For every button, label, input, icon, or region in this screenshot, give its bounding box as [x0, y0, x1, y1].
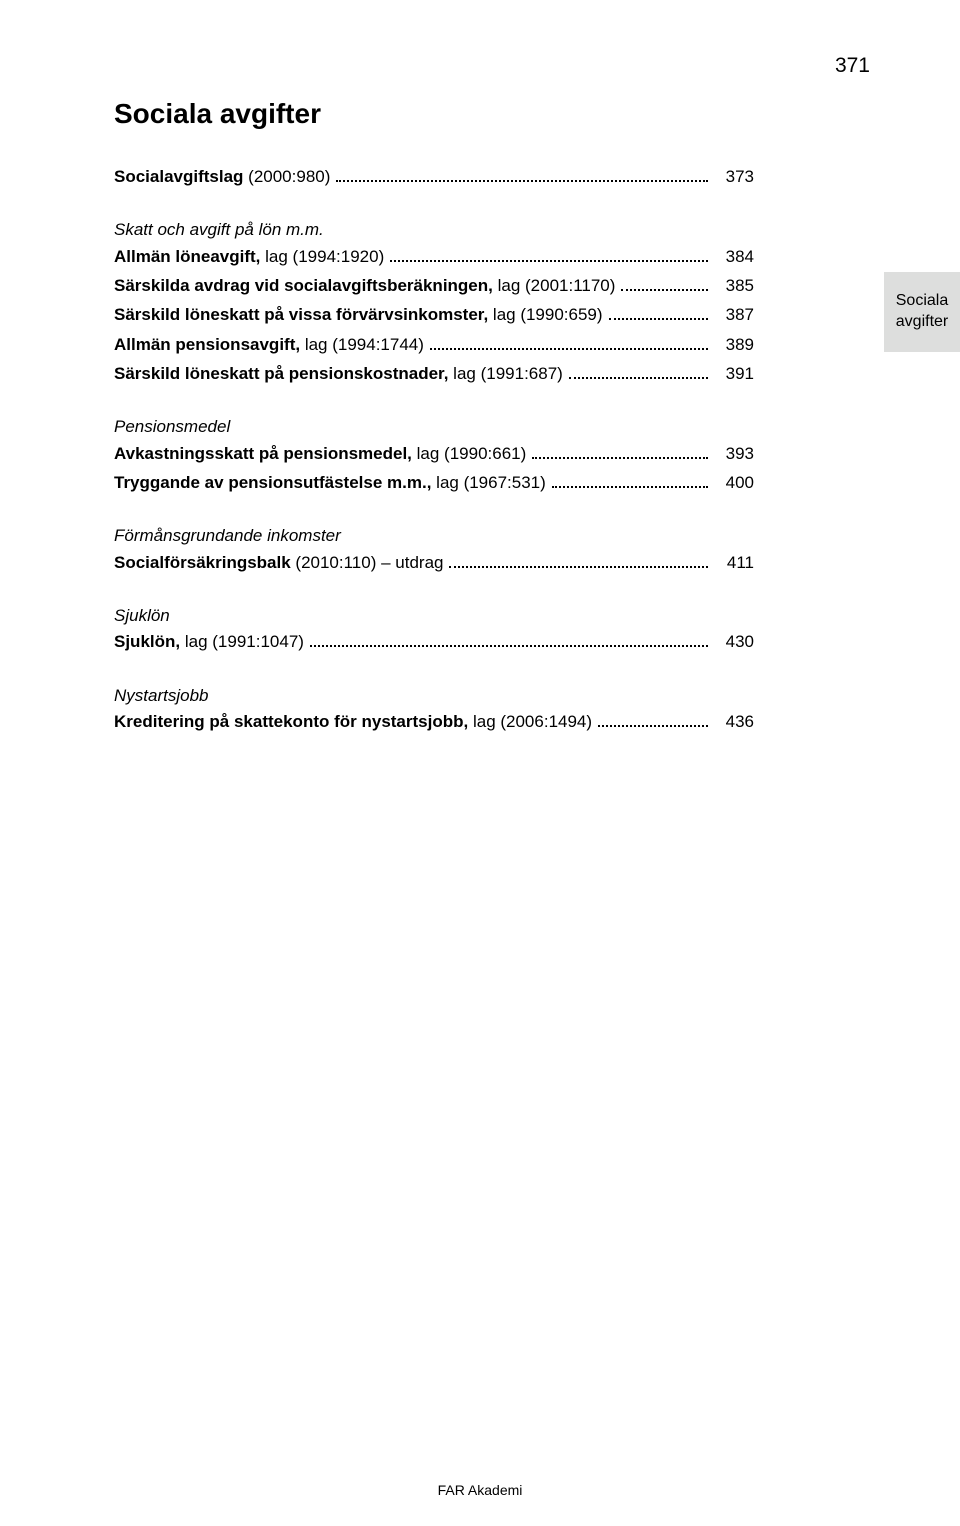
toc-group-heading: Sjuklön — [114, 603, 754, 629]
toc-page-number: 411 — [714, 550, 754, 576]
toc-page-number: 393 — [714, 441, 754, 467]
toc-row: Allmän löneavgift, lag (1994:1920) 384 — [114, 244, 754, 270]
toc-row: Kreditering på skattekonto för nystartsj… — [114, 709, 754, 735]
toc-row: Särskild löneskatt på pensionskostnader,… — [114, 361, 754, 387]
toc-label: Särskild löneskatt på pensionskostnader,… — [114, 361, 563, 387]
side-tab-line: avgifter — [896, 312, 948, 333]
toc-row: Allmän pensionsavgift, lag (1994:1744) 38… — [114, 332, 754, 358]
side-tab: Sociala avgifter — [884, 272, 960, 352]
toc-leader — [569, 369, 708, 379]
toc-row: Tryggande av pensionsutfästelse m.m., la… — [114, 470, 754, 496]
toc-leader — [598, 717, 708, 727]
toc-page-number: 387 — [714, 302, 754, 328]
side-tab-line: Sociala — [896, 291, 948, 312]
toc-leader — [621, 281, 708, 291]
toc-page-number: 400 — [714, 470, 754, 496]
toc-group-heading: Skatt och avgift på lön m.m. — [114, 217, 754, 243]
toc-row: Socialavgiftslag (2000:980) 373 — [114, 164, 754, 190]
section-title: Sociala avgifter — [114, 98, 870, 130]
toc-row: Avkastningsskatt på pensionsmedel, lag (… — [114, 441, 754, 467]
toc-leader — [390, 252, 708, 262]
footer-publisher: FAR Akademi — [0, 1482, 960, 1498]
toc-label: Socialavgiftslag (2000:980) — [114, 164, 330, 190]
toc-row: Särskilda avdrag vid socialavgiftsberäkn… — [114, 273, 754, 299]
toc-label: Allmän löneavgift, lag (1994:1920) — [114, 244, 384, 270]
toc-page-number: 373 — [714, 164, 754, 190]
toc-label: Allmän pensionsavgift, lag (1994:1744) — [114, 332, 424, 358]
toc-page-number: 389 — [714, 332, 754, 358]
toc-row: Särskild löneskatt på vissa förvärvsinko… — [114, 302, 754, 328]
toc-label: Socialförsäkringsbalk (2010:110) – utdra… — [114, 550, 443, 576]
toc-row: Sjuklön, lag (1991:1047) 430 — [114, 629, 754, 655]
toc-leader — [310, 637, 708, 647]
toc-leader — [609, 310, 708, 320]
toc-leader — [532, 449, 708, 459]
page: 371 Sociala avgifter Socialavgiftslag (2… — [0, 0, 960, 1526]
toc-leader — [552, 478, 708, 488]
toc-label: Tryggande av pensionsutfästelse m.m., la… — [114, 470, 546, 496]
table-of-contents: Socialavgiftslag (2000:980) 373 Skatt och … — [114, 164, 754, 736]
toc-leader — [336, 172, 708, 182]
toc-group-heading: Pensionsmedel — [114, 414, 754, 440]
toc-leader — [449, 558, 708, 568]
toc-label: Kreditering på skattekonto för nystartsj… — [114, 709, 592, 735]
toc-label: Avkastningsskatt på pensionsmedel, lag (… — [114, 441, 526, 467]
toc-page-number: 391 — [714, 361, 754, 387]
toc-page-number: 430 — [714, 629, 754, 655]
toc-label: Särskilda avdrag vid socialavgiftsberäkn… — [114, 273, 615, 299]
toc-page-number: 384 — [714, 244, 754, 270]
page-number: 371 — [835, 54, 870, 78]
toc-group-heading: Förmånsgrundande inkomster — [114, 523, 754, 549]
toc-page-number: 385 — [714, 273, 754, 299]
toc-group-heading: Nystartsjobb — [114, 683, 754, 709]
toc-page-number: 436 — [714, 709, 754, 735]
toc-label: Särskild löneskatt på vissa förvärvsinko… — [114, 302, 603, 328]
toc-row: Socialförsäkringsbalk (2010:110) – utdra… — [114, 550, 754, 576]
toc-leader — [430, 340, 708, 350]
toc-label: Sjuklön, lag (1991:1047) — [114, 629, 304, 655]
